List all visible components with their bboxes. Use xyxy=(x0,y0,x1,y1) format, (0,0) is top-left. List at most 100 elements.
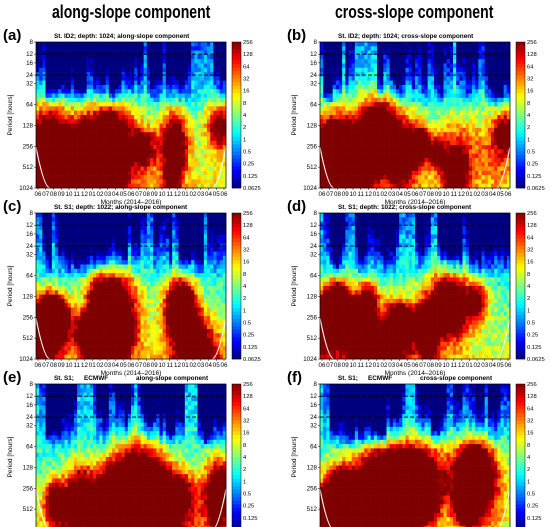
heatmap-cell xyxy=(210,106,214,111)
heatmap-cell xyxy=(421,46,425,51)
heatmap-cell xyxy=(443,119,447,124)
heatmap-cell xyxy=(386,162,390,167)
heatmap-cell xyxy=(48,93,53,99)
heatmap-cell xyxy=(115,84,119,90)
heatmap-cell xyxy=(137,102,141,107)
x-tick-label: 12 xyxy=(458,191,465,198)
heatmap-cell xyxy=(194,42,198,47)
heatmap-cell xyxy=(118,140,122,146)
heatmap-cell xyxy=(51,97,56,103)
heatmap-cell xyxy=(329,84,333,90)
heatmap-cell xyxy=(172,247,176,252)
heatmap-cell xyxy=(386,59,390,64)
heatmap-cell xyxy=(367,50,371,56)
heatmap-cell xyxy=(345,54,349,60)
heatmap-cell xyxy=(213,106,217,111)
heatmap-cell xyxy=(48,234,53,240)
heatmap-cell xyxy=(134,80,138,86)
heatmap-cell xyxy=(105,217,110,222)
colorbar-segment xyxy=(516,104,525,108)
heatmap-cell xyxy=(207,42,211,47)
heatmap-cell xyxy=(64,127,68,133)
heatmap-cell xyxy=(481,115,485,120)
heatmap-cell xyxy=(219,157,224,163)
heatmap-cell xyxy=(389,127,394,133)
heatmap-cell xyxy=(481,175,485,180)
heatmap-cell xyxy=(96,221,100,227)
heatmap-cell xyxy=(162,50,167,56)
heatmap-cell xyxy=(481,140,485,146)
heatmap-cell xyxy=(468,140,473,146)
heatmap-cell xyxy=(494,93,498,99)
heatmap-cell xyxy=(165,145,170,150)
heatmap-cell xyxy=(159,72,163,77)
heatmap-cell xyxy=(506,80,511,86)
heatmap-cell xyxy=(475,127,479,133)
heatmap-cell xyxy=(456,149,460,154)
heatmap-cell xyxy=(434,170,438,176)
heatmap-cell xyxy=(219,106,224,111)
heatmap-cell xyxy=(146,170,151,176)
heatmap-cell xyxy=(377,93,381,99)
heatmap-cell xyxy=(150,42,154,47)
heatmap-cell xyxy=(64,217,68,222)
heatmap-cell xyxy=(131,102,135,107)
heatmap-cell xyxy=(503,42,508,47)
heatmap-cell xyxy=(465,175,470,180)
heatmap-cell xyxy=(465,153,470,159)
heatmap-cell xyxy=(102,80,106,86)
heatmap-cell xyxy=(437,80,441,86)
heatmap-cell xyxy=(383,157,387,163)
heatmap-cell xyxy=(197,115,201,120)
heatmap-cell xyxy=(462,93,466,99)
heatmap-cell xyxy=(115,119,119,124)
heatmap-cell xyxy=(351,123,356,129)
heatmap-cell xyxy=(361,84,365,90)
heatmap-cell xyxy=(373,115,378,120)
heatmap-cell xyxy=(342,63,346,69)
heatmap-cell xyxy=(96,153,100,159)
heatmap-cell xyxy=(411,42,416,47)
heatmap-cell xyxy=(96,76,100,81)
heatmap-cell xyxy=(102,162,106,167)
heatmap-cell xyxy=(440,183,444,189)
heatmap-cell xyxy=(64,72,68,77)
heatmap-cell xyxy=(402,72,406,77)
heatmap-cell xyxy=(354,119,359,124)
heatmap-cell xyxy=(67,243,72,248)
heatmap-cell xyxy=(491,157,495,163)
heatmap-cell xyxy=(396,102,400,107)
heatmap-cell xyxy=(96,183,100,189)
heatmap-cell xyxy=(219,234,224,240)
heatmap-cell xyxy=(364,59,368,64)
heatmap-cell xyxy=(216,127,220,133)
heatmap-cell xyxy=(434,175,438,180)
heatmap-cell xyxy=(36,217,40,222)
heatmap-cell xyxy=(373,76,378,81)
heatmap-cell xyxy=(415,72,419,77)
colorbar-segment xyxy=(232,85,241,90)
heatmap-cell xyxy=(411,136,416,142)
heatmap-cell xyxy=(42,106,46,111)
heatmap-cell xyxy=(153,93,157,99)
heatmap-cell xyxy=(487,179,492,184)
heatmap-cell xyxy=(443,67,447,73)
heatmap-cell xyxy=(383,166,387,172)
heatmap-cell xyxy=(326,119,330,124)
heatmap-cell xyxy=(146,153,151,159)
heatmap-cell xyxy=(361,119,365,124)
heatmap-cell xyxy=(345,183,349,189)
heatmap-cell xyxy=(64,89,68,94)
heatmap-cell xyxy=(456,93,460,99)
heatmap-cell xyxy=(465,149,470,154)
heatmap-cell xyxy=(67,230,72,235)
heatmap-cell xyxy=(216,213,220,218)
panel-c: (c) St. S1; depth: 1022; along-slope comp… xyxy=(3,198,261,377)
heatmap-cell xyxy=(421,119,425,124)
heatmap-cell xyxy=(175,149,179,154)
heatmap-cell xyxy=(137,132,141,137)
heatmap-cell xyxy=(67,247,72,252)
heatmap-cell xyxy=(348,46,352,51)
heatmap-cell xyxy=(165,243,170,248)
heatmap-cell xyxy=(93,136,97,142)
